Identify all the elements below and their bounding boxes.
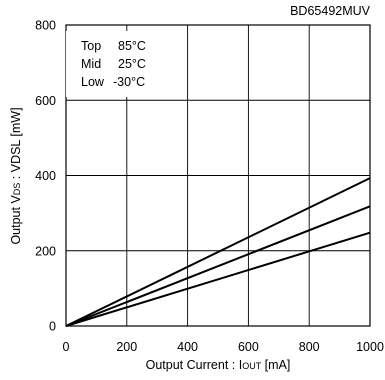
y-axis-title-pre: Output V (9, 195, 23, 245)
x-tick-label: 800 (299, 340, 320, 354)
grid-lines (66, 25, 370, 326)
y-axis-title-sub: DS (12, 183, 22, 196)
x-axis-title-sub: OUT (242, 361, 262, 371)
x-tick-label: 1000 (356, 340, 384, 354)
x-axis-title-main: Output Current : I (146, 358, 243, 372)
x-tick-label: 600 (238, 340, 259, 354)
series-line-1 (65, 177, 371, 327)
plot-frame (65, 24, 371, 327)
x-tick-label: 400 (177, 340, 198, 354)
y-tick-label: 400 (35, 169, 56, 183)
y-axis-title-post: : VDSL [mW] (9, 107, 23, 182)
x-axis-title-unit: [mA] (261, 358, 290, 372)
x-axis-title: Output Current : IOUT [mA] (146, 358, 291, 372)
legend-mid-value: 25°C (118, 57, 146, 71)
legend-mid-name: Mid (81, 57, 101, 71)
y-tick-label: 800 (35, 19, 56, 33)
y-axis-title: Output VDS : VDSL [mW] (9, 107, 23, 244)
series-lines (65, 177, 371, 327)
y-tick-label: 0 (49, 320, 56, 334)
series-line-3 (65, 231, 371, 327)
y-tick-label: 600 (35, 94, 56, 108)
legend-top-name: Top (81, 39, 101, 53)
part-number: BD65492MUV (290, 4, 371, 18)
legend-top-value: 85°C (118, 39, 146, 53)
x-axis-ticks: 0 200 400 600 800 1000 (63, 340, 384, 354)
x-tick-label: 0 (63, 340, 70, 354)
legend-box (66, 31, 168, 97)
y-tick-label: 200 (35, 244, 56, 258)
y-axis-ticks: 0 200 400 600 800 (35, 19, 56, 334)
legend: Top 85°C Mid 25°C Low -30°C (66, 31, 168, 97)
x-tick-label: 200 (116, 340, 137, 354)
legend-low-value: -30°C (113, 75, 145, 89)
series-line-2 (65, 205, 371, 327)
legend-low-name: Low (81, 75, 105, 89)
